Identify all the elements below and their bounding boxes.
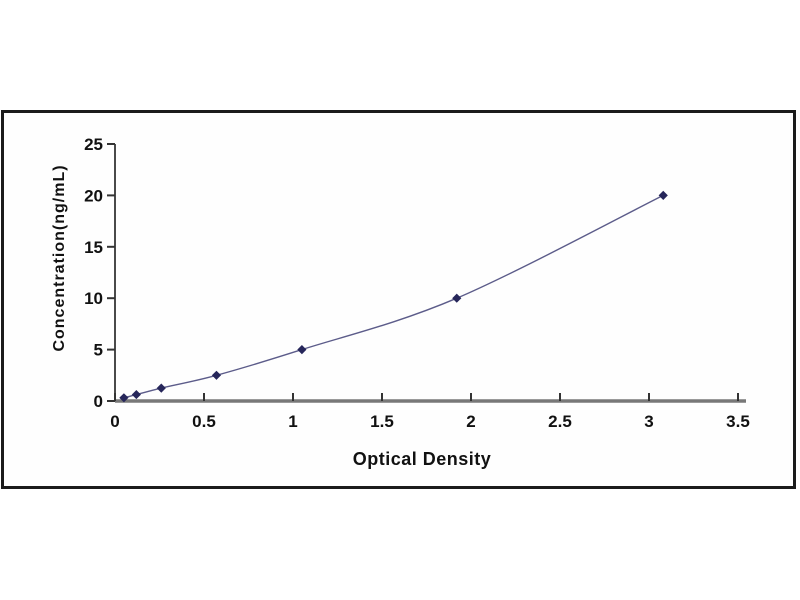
data-point-marker	[297, 345, 307, 355]
standard-curve-line	[123, 194, 664, 399]
y-tick-label: 5	[94, 341, 103, 360]
x-tick-label: 3.5	[726, 412, 750, 431]
axes	[107, 143, 746, 403]
tick-labels: 0 5 10 15 20 25 0 0.5 1 1.5 2 2.5 3 3.5	[84, 135, 750, 431]
x-tick-label: 0.5	[192, 412, 216, 431]
standard-curve-series	[119, 190, 668, 403]
x-tick-label: 1	[288, 412, 297, 431]
elisa-standard-curve-chart: 0 5 10 15 20 25 0 0.5 1 1.5 2 2.5 3 3.5 Optical Densi…	[51, 135, 750, 469]
data-point-marker	[131, 389, 141, 400]
y-tick-label: 15	[84, 238, 103, 257]
data-point-marker	[452, 293, 462, 303]
data-point-marker	[211, 370, 222, 380]
y-tick-label: 0	[94, 392, 103, 411]
y-axis-title: Concentration(ng/mL)	[51, 164, 68, 351]
y-tick-label: 10	[84, 289, 103, 308]
data-point-marker	[119, 393, 129, 403]
y-tick-label: 25	[84, 135, 103, 154]
y-tick-label: 20	[84, 186, 103, 205]
standard-curve-photo-frame: 0 5 10 15 20 25 0 0.5 1 1.5 2 2.5 3 3.5 Optical Densi…	[1, 110, 796, 489]
x-tick-label: 1.5	[370, 412, 394, 431]
x-axis-title: Optical Density	[353, 449, 492, 469]
x-tick-label: 3	[644, 412, 653, 431]
x-tick-label: 2	[466, 412, 475, 431]
data-point-marker	[658, 190, 668, 200]
x-tick-label: 0	[110, 412, 119, 431]
x-tick-label: 2.5	[548, 412, 572, 431]
data-point-marker	[156, 383, 166, 393]
